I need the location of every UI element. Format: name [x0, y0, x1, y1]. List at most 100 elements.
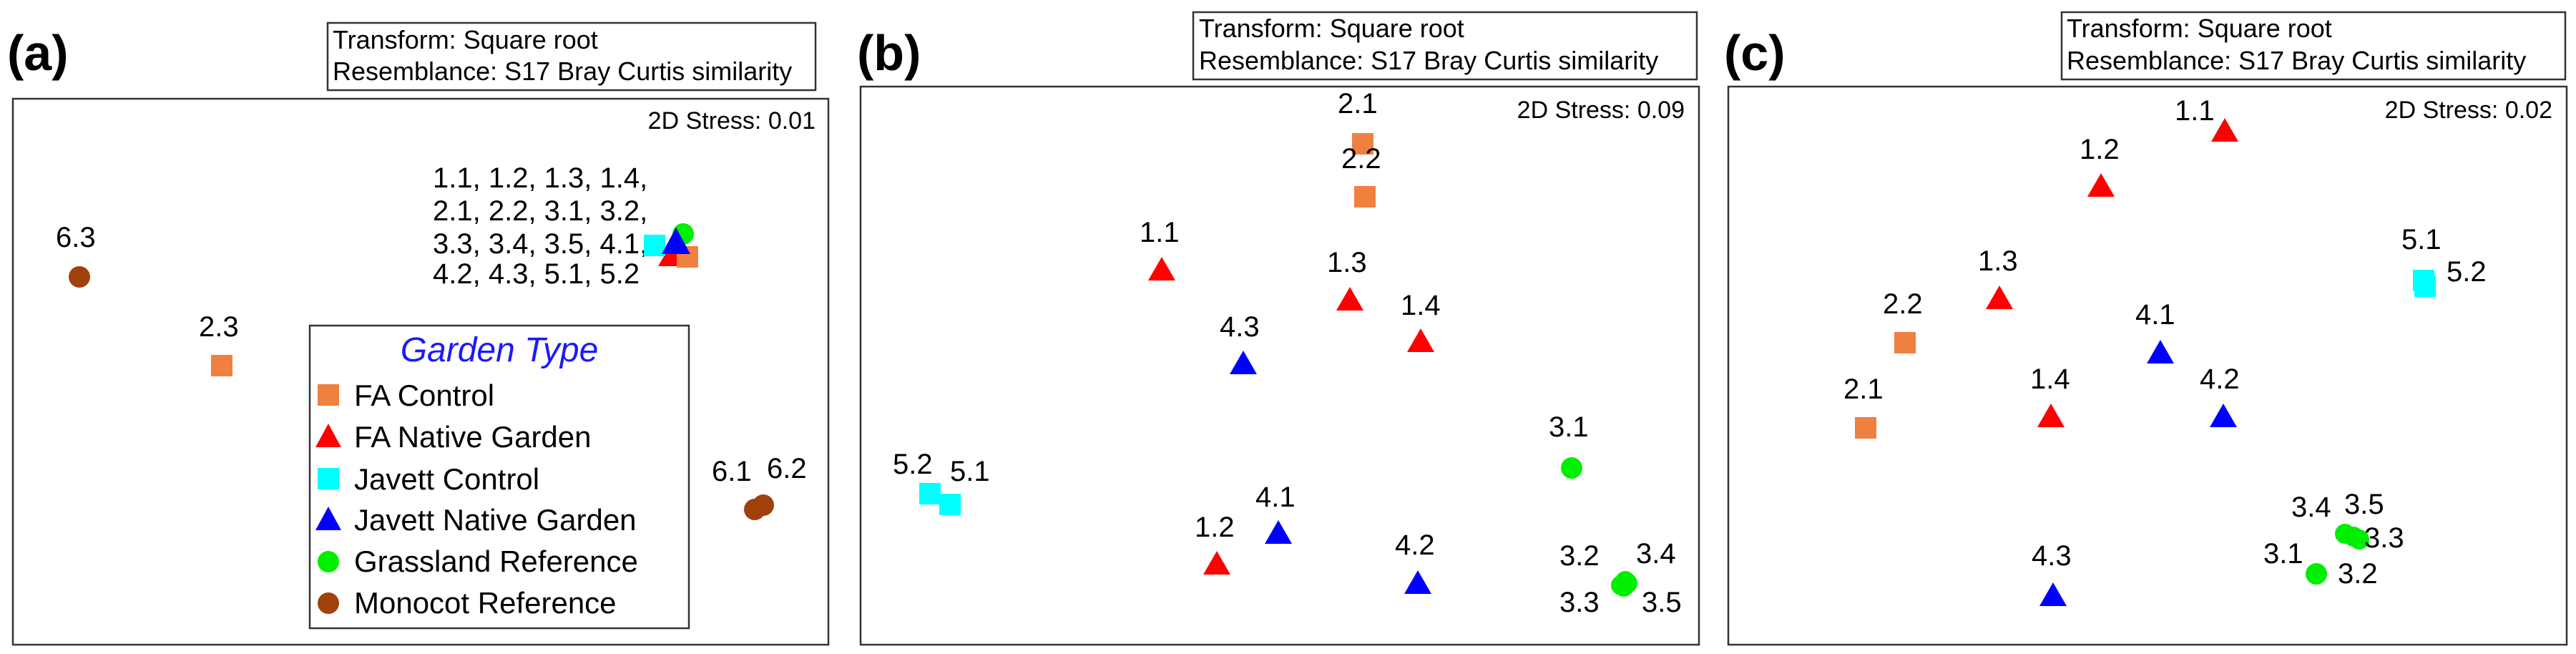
javett-control-legend-marker: [318, 468, 339, 489]
legend-item-label: FA Control: [354, 379, 494, 412]
javett-native-marker: [2039, 582, 2067, 606]
javett-native-marker: [2147, 340, 2174, 363]
legend-item-label: FA Native Garden: [354, 420, 592, 454]
point-label: 5.1: [950, 456, 990, 487]
monocot-legend-marker: [318, 592, 339, 614]
point-label: 4.1: [1255, 482, 1296, 513]
stress-value: 2D Stress: 0.02: [2385, 97, 2552, 124]
point-label: 1.3: [1327, 247, 1367, 278]
legend-box: [308, 324, 690, 630]
point-label: 6.2: [767, 453, 807, 484]
javett-control-marker: [644, 235, 665, 256]
plot-area: [1727, 85, 2568, 646]
panel-letter: (b): [857, 25, 921, 81]
panel-b: (b) Transform: Square root Resemblance: …: [857, 11, 1700, 646]
stress-value: 2D Stress: 0.09: [1517, 97, 1685, 124]
point-label: 3.2: [2338, 558, 2378, 590]
legend-item-label: Monocot Reference: [354, 586, 617, 620]
point-label: 3.3: [1559, 587, 1600, 618]
point-label: 2.2: [1883, 288, 1923, 320]
grassland-marker: [1617, 573, 1637, 593]
fa-control-legend-marker: [318, 384, 339, 406]
point-label: 1.1: [2175, 95, 2215, 127]
point-label: 3.1: [2263, 538, 2303, 570]
point-label: 5.2: [893, 449, 933, 480]
point-label: 3.5: [2344, 489, 2384, 520]
fa-control-marker: [1894, 332, 1916, 353]
point-label: 2.3: [199, 311, 239, 343]
javett-control-marker: [939, 494, 961, 515]
resemblance-line: Resemblance: S17 Bray Curtis similarity: [1199, 46, 1658, 75]
point-label: 4.2: [2200, 363, 2240, 395]
cluster-label-line: 2.1, 2.2, 3.1, 3.2,: [433, 195, 647, 227]
point-label: 1.4: [2030, 363, 2070, 395]
point-label: 6.3: [56, 222, 96, 253]
transform-line: Transform: Square root: [1199, 14, 1464, 43]
point-label: 1.2: [2080, 134, 2120, 165]
fa-native-marker: [1407, 328, 1434, 352]
cluster-label-line: 4.2, 4.3, 5.1, 5.2: [433, 258, 640, 290]
legend-item-label: Javett Native Garden: [354, 503, 637, 537]
fa-control-marker: [211, 355, 232, 376]
fa-native-legend-marker: [315, 424, 341, 447]
monocot-marker: [69, 266, 90, 288]
panel-letter: (a): [7, 25, 69, 81]
point-label: 6.1: [712, 456, 752, 487]
fa-native-marker: [1986, 285, 2013, 309]
marker-cluster: [644, 223, 698, 268]
grassland-marker: [2306, 563, 2327, 585]
legend-title: Garden Type: [401, 331, 599, 369]
point-label: 4.3: [1220, 311, 1260, 343]
fa-control-marker: [1855, 417, 1876, 439]
fa-native-marker: [1336, 287, 1363, 311]
resemblance-line: Resemblance: S17 Bray Curtis similarity: [333, 57, 792, 86]
cluster-label-line: 1.1, 1.2, 1.3, 1.4,: [433, 162, 647, 194]
legend: Garden Type FA Control FA Native Garden …: [308, 324, 690, 630]
javett-native-legend-marker: [315, 507, 341, 530]
point-label: 3.2: [1559, 540, 1600, 572]
cluster-label-line: 3.3, 3.4, 3.5, 4.1,: [433, 228, 647, 260]
point-label: 2.1: [1338, 88, 1378, 119]
monocot-marker: [753, 494, 774, 516]
grassland-marker: [1561, 457, 1582, 479]
transform-info-box: [1192, 11, 1698, 81]
javett-native-marker: [1404, 570, 1431, 594]
fa-native-marker: [2211, 118, 2238, 142]
panel-letter: (c): [1724, 25, 1786, 81]
javett-native-marker: [1230, 351, 1257, 374]
javett-native-marker: [662, 228, 690, 254]
point-label: 1.1: [1140, 217, 1180, 248]
transform-line: Transform: Square root: [2067, 14, 2332, 43]
point-label: 1.4: [1401, 290, 1441, 321]
fa-control-marker: [1354, 186, 1376, 208]
point-label: 4.1: [2135, 299, 2175, 331]
fa-native-marker: [2037, 404, 2065, 427]
stress-value: 2D Stress: 0.01: [648, 107, 816, 135]
point-label: 3.3: [2364, 522, 2404, 554]
point-label: 5.1: [2401, 224, 2442, 255]
plot-area: [859, 85, 1700, 646]
point-label: 3.1: [1549, 411, 1589, 443]
legend-item-label: Javett Control: [354, 462, 539, 496]
transform-info-box: [2060, 11, 2567, 81]
javett-native-marker: [1265, 520, 1292, 544]
javett-control-marker: [919, 483, 941, 504]
point-label: 2.2: [1341, 143, 1381, 175]
javett-native-marker: [2210, 404, 2237, 427]
fa-control-marker: [1352, 133, 1373, 155]
resemblance-line: Resemblance: S17 Bray Curtis similarity: [2067, 46, 2526, 75]
grassland-legend-marker: [318, 551, 339, 572]
fa-native-marker: [1148, 257, 1175, 280]
point-label: 3.4: [2291, 492, 2331, 523]
panel-a: (a) Transform: Square root Resemblance: …: [7, 21, 830, 646]
point-label: 1.3: [1978, 245, 2018, 277]
grassland-marker: [2349, 529, 2369, 550]
point-label: 4.2: [1395, 529, 1435, 561]
point-label: 2.1: [1843, 374, 1884, 405]
fa-native-marker: [1203, 551, 1230, 575]
point-label: 1.2: [1195, 512, 1235, 543]
transform-info-box: [326, 21, 817, 92]
point-label: 3.5: [1642, 587, 1682, 618]
point-label: 4.3: [2032, 540, 2072, 572]
